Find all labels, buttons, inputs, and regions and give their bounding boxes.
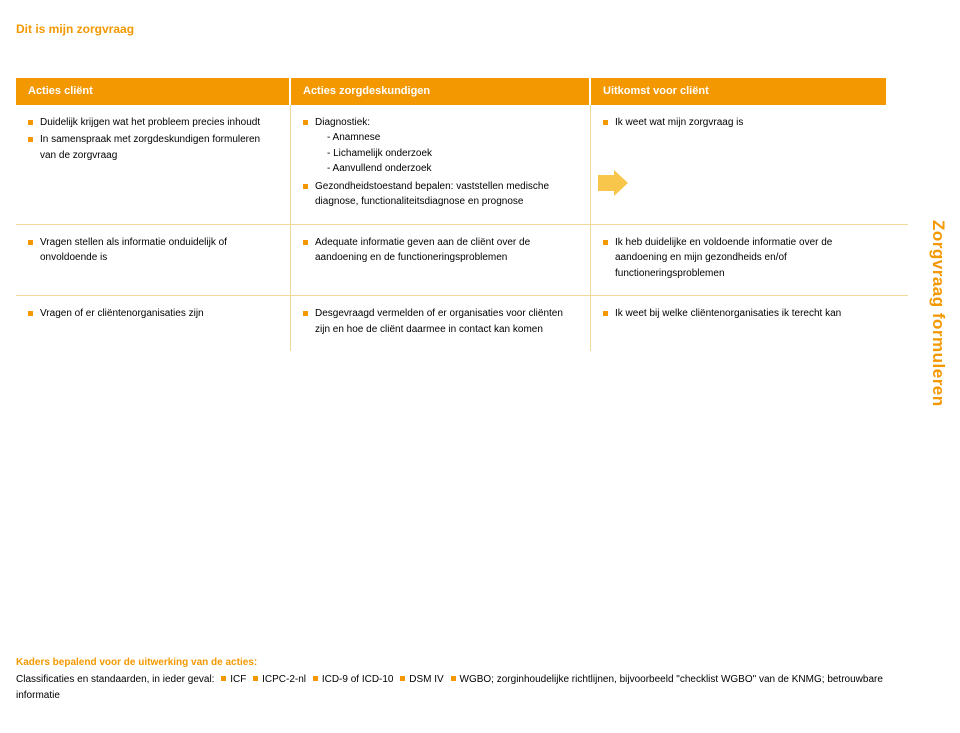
table-header-row: Acties cliënt Acties zorgdeskundigen Uit…	[16, 78, 908, 105]
list-item: Adequate informatie geven aan de cliënt …	[303, 235, 578, 266]
bullet-icon	[313, 676, 318, 681]
list-item: Ik heb duidelijke en voldoende informati…	[603, 235, 874, 282]
footer-title: Kaders bepalend voor de uitwerking van d…	[16, 655, 921, 671]
col-header-client-actions: Acties cliënt	[16, 78, 291, 105]
cell-client-actions: Vragen of er cliëntenorganisaties zijn	[16, 296, 291, 351]
arrow-right-icon	[598, 170, 628, 196]
list-item: In samenspraak met zorgdeskundigen formu…	[28, 132, 278, 163]
footer-block: Kaders bepalend voor de uitwerking van d…	[16, 647, 921, 704]
table-row: Vragen of er cliëntenorganisaties zijn D…	[16, 296, 908, 351]
bullet-icon	[451, 676, 456, 681]
footer-item: ICD-9 of ICD-10	[322, 674, 394, 685]
list-item: Vragen stellen als informatie onduidelij…	[28, 235, 278, 266]
list-item: Ik weet wat mijn zorgvraag is	[603, 115, 874, 131]
list-item: Gezondheidstoestand bepalen: vaststellen…	[303, 179, 578, 210]
bullet-icon	[221, 676, 226, 681]
footer-item: ICF	[230, 674, 246, 685]
cell-expert-actions: Desgevraagd vermelden of er organisaties…	[291, 296, 591, 351]
footer-body: Classificaties en standaarden, in ieder …	[16, 672, 921, 703]
cell-expert-actions: Adequate informatie geven aan de cliënt …	[291, 225, 591, 296]
page-title: Dit is mijn zorgvraag	[0, 0, 960, 36]
footer-lead: Classificaties en standaarden, in ieder …	[16, 674, 214, 685]
sub-item: - Anamnese	[315, 130, 578, 146]
cell-outcome: Ik weet bij welke cliëntenorganisaties i…	[591, 296, 886, 351]
cell-expert-actions: Diagnostiek: - Anamnese - Lichamelijk on…	[291, 105, 591, 224]
table-row: Vragen stellen als informatie onduidelij…	[16, 225, 908, 297]
list-item: Ik weet bij welke cliëntenorganisaties i…	[603, 306, 874, 322]
sub-item: - Lichamelijk onderzoek	[315, 146, 578, 162]
list-item: Duidelijk krijgen wat het probleem preci…	[28, 115, 278, 131]
bullet-icon	[253, 676, 258, 681]
cell-client-actions: Vragen stellen als informatie onduidelij…	[16, 225, 291, 296]
cell-outcome: Ik weet wat mijn zorgvraag is	[591, 105, 886, 224]
cell-client-actions: Duidelijk krijgen wat het probleem preci…	[16, 105, 291, 224]
footer-item: DSM IV	[409, 674, 443, 685]
sub-item: - Aanvullend onderzoek	[315, 161, 578, 177]
col-header-outcome: Uitkomst voor cliënt	[591, 78, 886, 105]
bullet-lead: Diagnostiek:	[315, 117, 370, 128]
content-table: Acties cliënt Acties zorgdeskundigen Uit…	[16, 78, 908, 351]
list-item: Vragen of er cliëntenorganisaties zijn	[28, 306, 278, 322]
side-tab-label: Zorgvraag formuleren	[920, 220, 948, 520]
bullet-icon	[400, 676, 405, 681]
list-item: Desgevraagd vermelden of er organisaties…	[303, 306, 578, 337]
cell-outcome: Ik heb duidelijke en voldoende informati…	[591, 225, 886, 296]
list-item: Diagnostiek: - Anamnese - Lichamelijk on…	[303, 115, 578, 177]
col-header-expert-actions: Acties zorgdeskundigen	[291, 78, 591, 105]
footer-item: ICPC-2-nl	[262, 674, 306, 685]
table-row: Duidelijk krijgen wat het probleem preci…	[16, 105, 908, 225]
